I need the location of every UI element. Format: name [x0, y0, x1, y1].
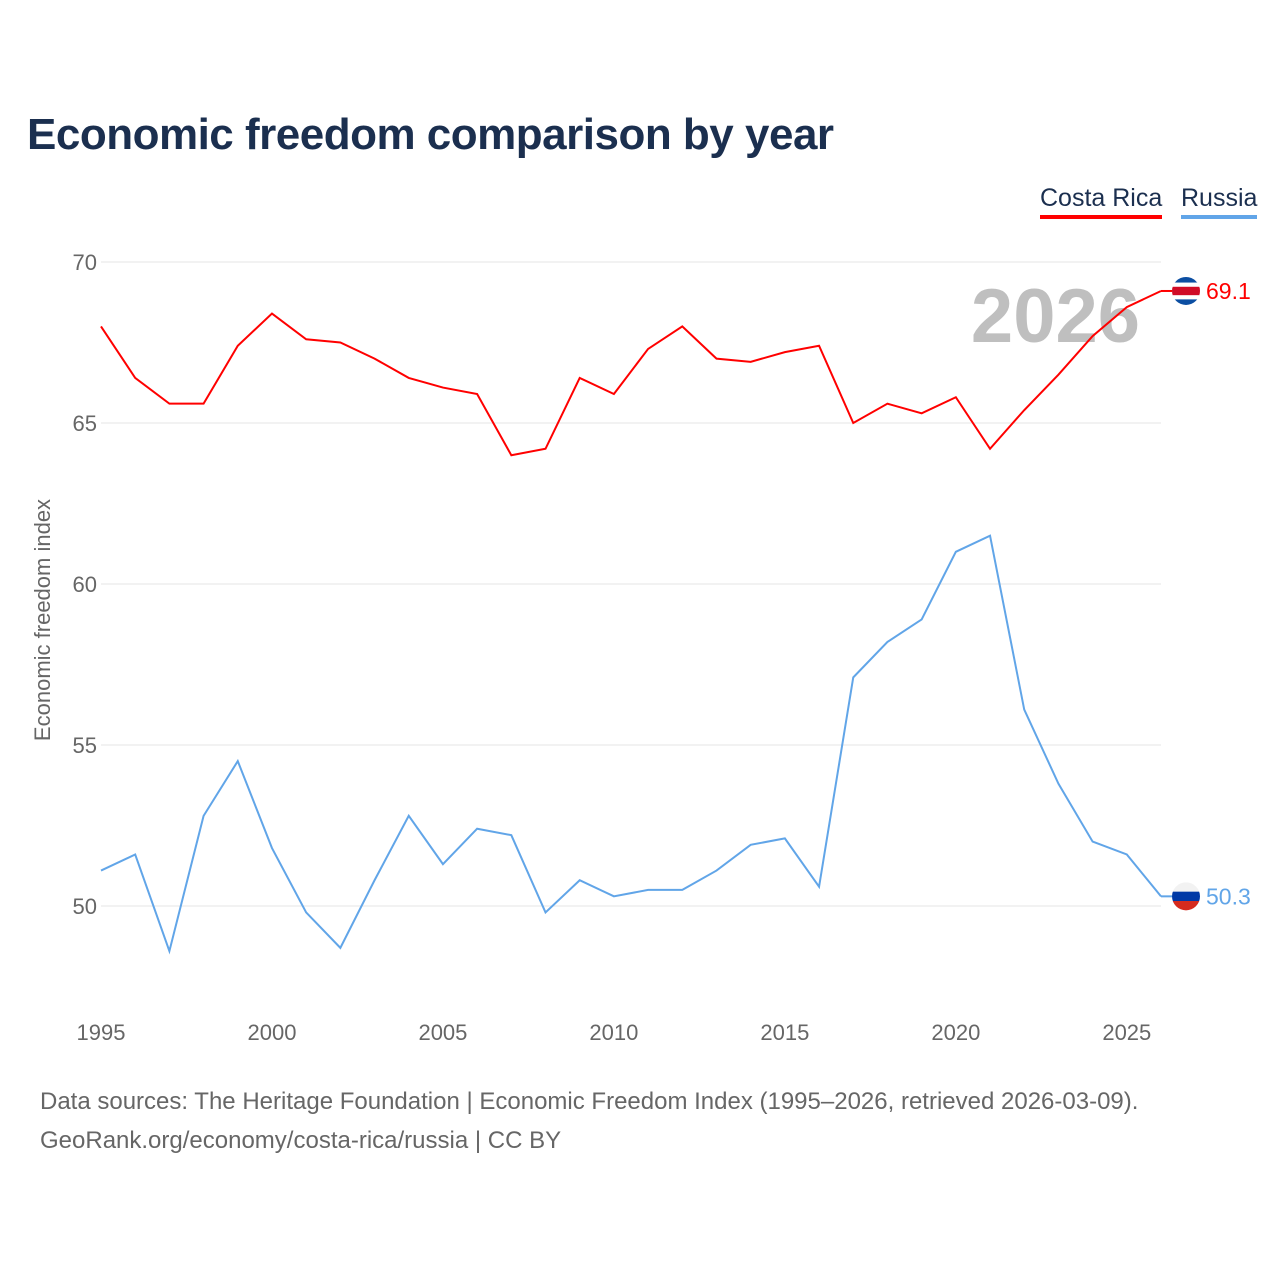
y-tick-label: 65 [73, 411, 97, 436]
chart-title: Economic freedom comparison by year [27, 110, 834, 159]
x-tick-label: 2025 [1102, 1020, 1151, 1045]
y-axis-label: Economic freedom index [30, 499, 55, 741]
y-tick-label: 55 [73, 733, 97, 758]
end-value-label-russia: 50.3 [1206, 883, 1251, 909]
x-tick-label: 2005 [418, 1020, 467, 1045]
year-watermark: 2026 [971, 274, 1140, 359]
series-line-costa-rica [100, 290, 1162, 457]
x-tick-label: 2000 [247, 1020, 296, 1045]
x-tick-label: 2020 [931, 1020, 980, 1045]
legend-costa-rica[interactable]: Costa Rica [1040, 184, 1163, 219]
y-tick-label: 60 [73, 572, 97, 597]
series-line-russia [100, 534, 1162, 955]
flag-russia-icon [1172, 882, 1200, 911]
data-source: Data sources: The Heritage Foundation | … [40, 1088, 1139, 1115]
x-tick-label: 2010 [589, 1020, 638, 1045]
attribution: GeoRank.org/economy/costa-rica/russia | … [40, 1127, 562, 1154]
y-tick-label: 70 [73, 250, 97, 275]
end-value-label-costa-rica: 69.1 [1206, 278, 1251, 304]
x-tick-label: 2015 [760, 1020, 809, 1045]
y-tick-label: 50 [73, 894, 97, 919]
flag-costa-rica-icon [1172, 276, 1200, 305]
legend-russia[interactable]: Russia [1181, 184, 1258, 219]
x-tick-label: 1995 [77, 1020, 126, 1045]
